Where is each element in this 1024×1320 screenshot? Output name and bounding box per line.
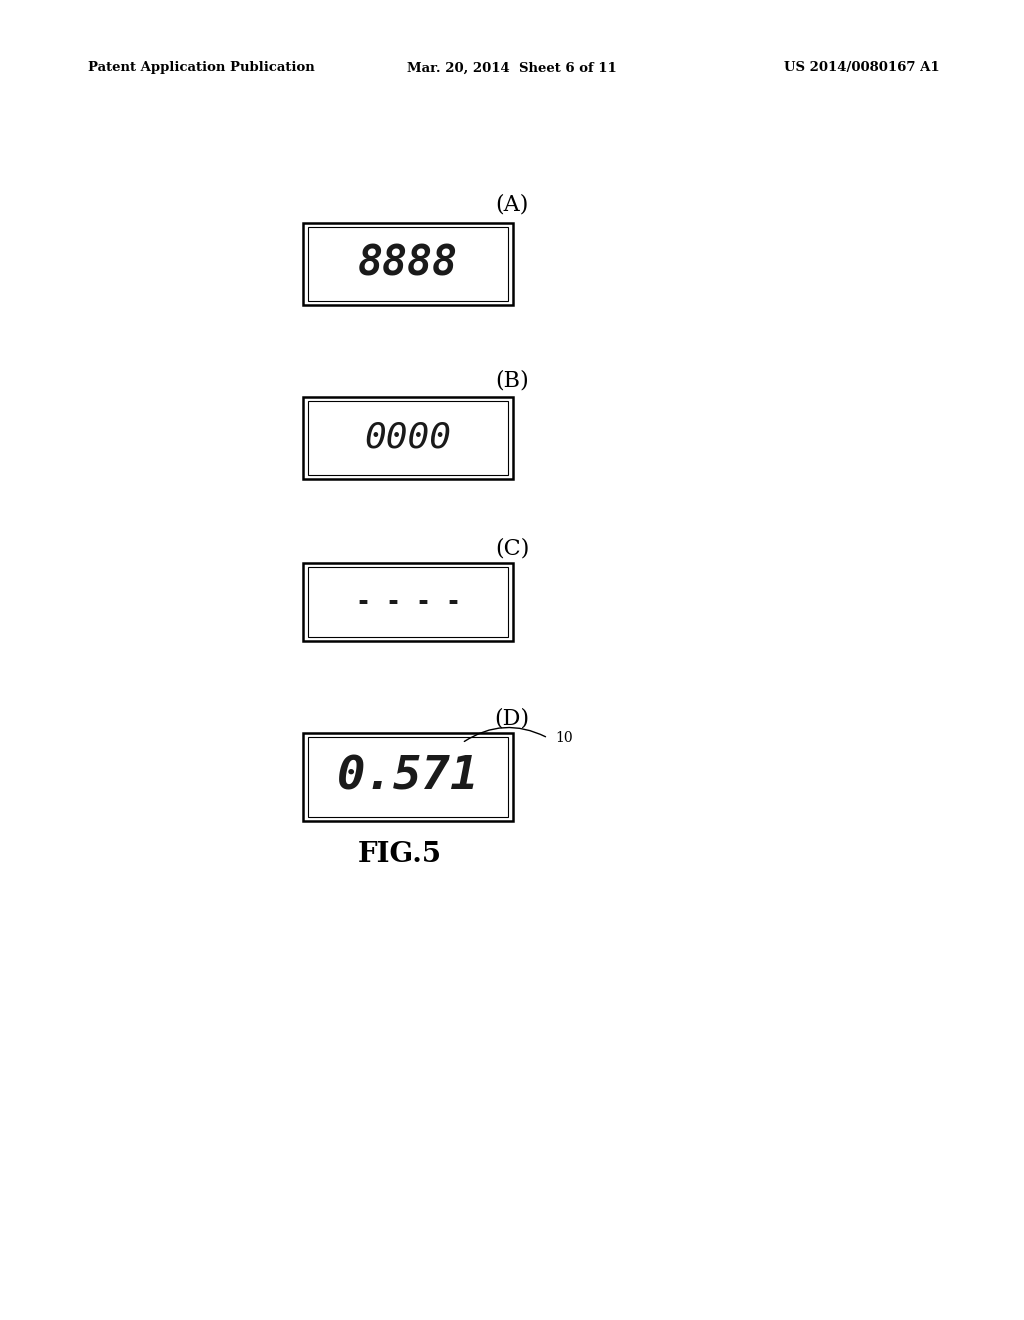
Text: Patent Application Publication: Patent Application Publication	[88, 62, 314, 74]
Bar	[303, 397, 513, 479]
Bar	[303, 733, 513, 821]
Text: 0.571: 0.571	[337, 755, 479, 800]
Bar	[303, 223, 513, 305]
Text: (C): (C)	[495, 537, 529, 558]
Bar	[303, 564, 513, 642]
Text: (A): (A)	[496, 194, 528, 216]
FancyArrowPatch shape	[464, 727, 546, 742]
Bar	[308, 568, 508, 638]
Text: 10: 10	[555, 731, 572, 744]
Text: Mar. 20, 2014  Sheet 6 of 11: Mar. 20, 2014 Sheet 6 of 11	[408, 62, 616, 74]
Bar	[308, 227, 508, 301]
Bar	[308, 737, 508, 817]
Text: - - - -: - - - -	[355, 590, 461, 614]
Bar	[308, 401, 508, 475]
Text: US 2014/0080167 A1: US 2014/0080167 A1	[784, 62, 940, 74]
Text: (B): (B)	[496, 370, 528, 391]
Text: 8888: 8888	[358, 243, 458, 285]
Text: FIG.5: FIG.5	[358, 842, 442, 869]
Text: (D): (D)	[495, 708, 529, 729]
Text: 0000: 0000	[365, 421, 452, 455]
